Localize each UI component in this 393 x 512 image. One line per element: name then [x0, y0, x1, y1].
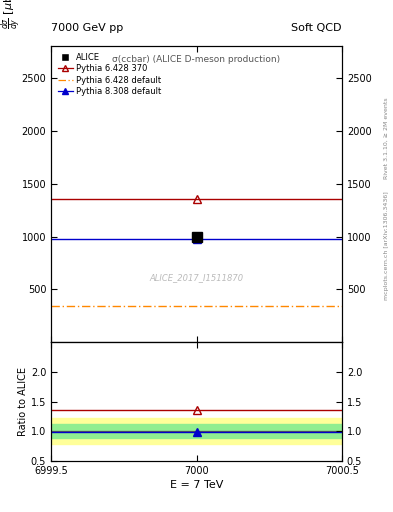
Text: σ(ccbar) (ALICE D-meson production): σ(ccbar) (ALICE D-meson production) [112, 55, 281, 64]
Text: 7000 GeV pp: 7000 GeV pp [51, 23, 123, 33]
Bar [51, 424, 342, 438]
Legend: ALICE, Pythia 6.428 370, Pythia 6.428 default, Pythia 8.308 default: ALICE, Pythia 6.428 370, Pythia 6.428 de… [55, 50, 164, 99]
Text: ALICE_2017_I1511870: ALICE_2017_I1511870 [149, 272, 244, 282]
Text: Rivet 3.1.10, ≥ 2M events: Rivet 3.1.10, ≥ 2M events [384, 97, 389, 179]
X-axis label: E = 7 TeV: E = 7 TeV [170, 480, 223, 490]
Y-axis label: Ratio to ALICE: Ratio to ALICE [18, 367, 28, 436]
Text: $\frac{d\sigma}{dy}$ [$\mu$b]: $\frac{d\sigma}{dy}$ [$\mu$b] [0, 0, 24, 29]
Text: Soft QCD: Soft QCD [292, 23, 342, 33]
Text: mcplots.cern.ch [arXiv:1306.3436]: mcplots.cern.ch [arXiv:1306.3436] [384, 191, 389, 300]
Bar [51, 418, 342, 444]
